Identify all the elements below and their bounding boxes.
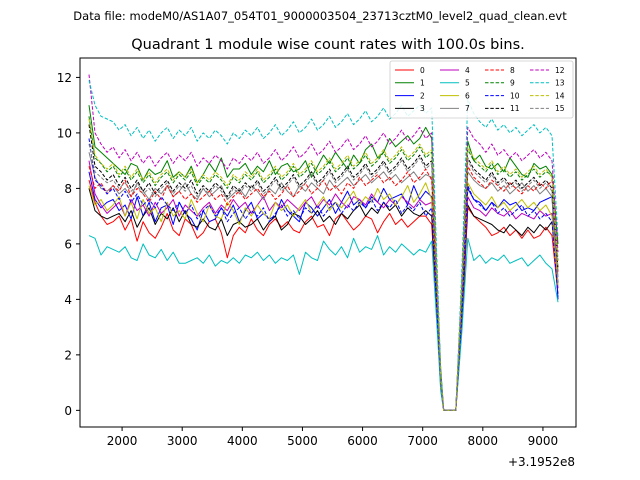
x-tick-label: 7000 — [407, 434, 438, 448]
y-tick-label: 10 — [57, 126, 72, 140]
y-tick-label: 6 — [64, 237, 72, 251]
legend-label-1: 1 — [420, 79, 425, 88]
y-tick-label: 12 — [57, 71, 72, 85]
series-line-11 — [88, 124, 559, 411]
legend-box — [389, 60, 574, 119]
x-axis-ticks: 2000 3000 4000 5000 6000 7000 8000 9000 — [107, 427, 558, 448]
legend-label-8: 8 — [510, 66, 515, 75]
series-line-10 — [88, 138, 559, 411]
series-line-6 — [88, 182, 559, 411]
series-line-9 — [88, 116, 559, 411]
chart-title: Quadrant 1 module wise count rates with … — [131, 37, 525, 53]
series-line-13 — [88, 80, 559, 411]
x-tick-label: 9000 — [528, 434, 559, 448]
y-tick-label: 0 — [64, 404, 72, 418]
legend-label-10: 10 — [510, 91, 520, 100]
x-axis-offset-label: +3.1952e8 — [508, 455, 575, 469]
y-tick-label: 4 — [64, 293, 72, 307]
axes-frame — [79, 57, 577, 428]
figure-suptitle: Data file: modeM0/AS1A07_054T01_90000035… — [73, 9, 567, 23]
x-tick-label: 6000 — [347, 434, 378, 448]
legend-label-14: 14 — [555, 91, 565, 100]
legend-label-6: 6 — [465, 91, 470, 100]
x-tick-label: 2000 — [107, 434, 138, 448]
series-line-14 — [88, 118, 559, 411]
series-line-12 — [88, 74, 559, 411]
legend-label-5: 5 — [465, 79, 470, 88]
legend-label-4: 4 — [465, 66, 470, 75]
legend-label-15: 15 — [555, 104, 565, 113]
series-line-1 — [88, 105, 559, 411]
legend-label-9: 9 — [510, 79, 515, 88]
plot-lines — [88, 74, 559, 411]
legend-label-13: 13 — [555, 79, 565, 88]
x-tick-label: 5000 — [287, 434, 318, 448]
x-tick-label: 3000 — [167, 434, 198, 448]
y-tick-label: 2 — [64, 348, 72, 362]
legend-label-0: 0 — [420, 66, 425, 75]
x-tick-label: 4000 — [227, 434, 258, 448]
y-axis-ticks: 0 2 4 6 8 10 12 — [57, 71, 80, 418]
y-tick-label: 8 — [64, 182, 72, 196]
legend-label-3: 3 — [420, 104, 425, 113]
x-tick-label: 8000 — [468, 434, 499, 448]
legend-label-2: 2 — [420, 91, 425, 100]
series-line-15 — [88, 143, 559, 411]
legend-label-7: 7 — [465, 104, 470, 113]
legend-label-11: 11 — [510, 104, 520, 113]
series-line-3 — [88, 188, 559, 411]
series-line-8 — [88, 165, 559, 411]
legend-label-12: 12 — [555, 66, 565, 75]
series-line-5 — [88, 235, 559, 411]
